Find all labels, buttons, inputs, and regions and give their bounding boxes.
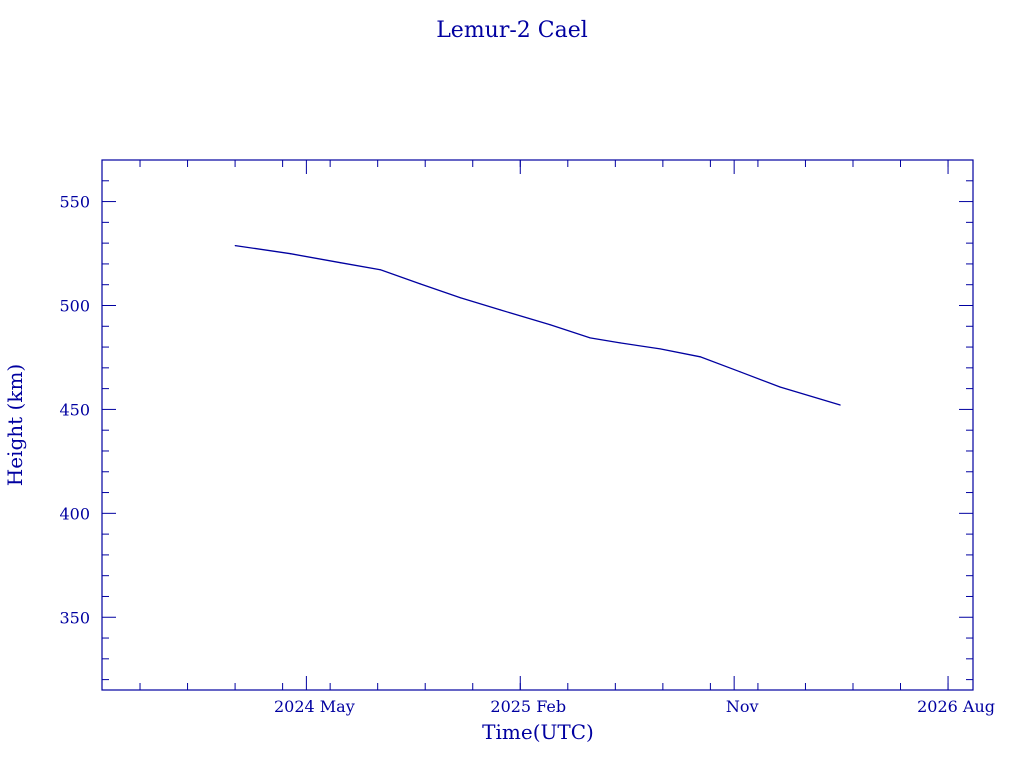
data-point [619, 342, 621, 344]
x-tick-label: Nov [726, 697, 759, 716]
x-axis-label: Time(UTC) [482, 720, 594, 744]
data-point [499, 309, 501, 311]
data-point [459, 297, 461, 299]
x-tick-label: 2026 Aug [917, 697, 995, 716]
data-point [739, 371, 741, 373]
chart-title: Lemur-2 Cael [436, 18, 588, 43]
y-tick-label: 500 [59, 296, 90, 315]
y-tick-label: 450 [59, 400, 90, 419]
y-tick-label: 400 [59, 504, 90, 523]
data-point [699, 356, 701, 358]
data-point [339, 262, 341, 264]
y-tick-label: 350 [59, 608, 90, 627]
x-tick-label: 2024 May [274, 697, 355, 716]
plot-frame [101, 159, 974, 691]
data-point [419, 283, 421, 285]
data-point [589, 337, 591, 339]
data-point [549, 324, 551, 326]
data-point [289, 253, 292, 255]
data-point [659, 348, 661, 350]
x-tick-label: 2025 Feb [490, 697, 566, 716]
y-axis-label: Height (km) [3, 364, 27, 486]
height-series-line [235, 244, 841, 406]
data-point [779, 386, 781, 388]
data-point [234, 245, 236, 247]
data-point [379, 269, 381, 271]
y-tick-label: 550 [59, 193, 90, 212]
data-point [839, 404, 841, 406]
